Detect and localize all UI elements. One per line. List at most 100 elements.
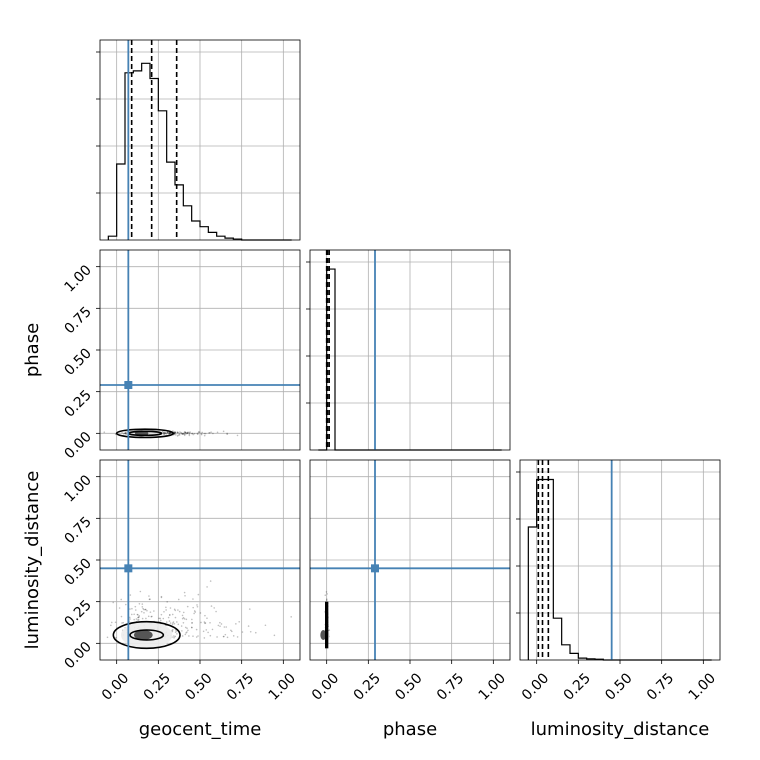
ytick-label: 1.00 (61, 262, 94, 295)
sample-point (209, 634, 212, 637)
sample-point (141, 606, 144, 608)
sample-point (163, 432, 166, 435)
sample-point (249, 630, 252, 633)
sample-point (146, 609, 148, 612)
sample-point (149, 611, 152, 613)
sample-point (328, 629, 331, 632)
sample-point (139, 590, 142, 593)
sample-point (186, 432, 189, 434)
sample-point (326, 593, 328, 595)
sample-point (166, 431, 169, 434)
sample-point (191, 621, 193, 624)
ytick-label: 0.25 (61, 387, 94, 420)
sample-point (216, 431, 219, 434)
sample-point (219, 621, 221, 624)
sample-point (197, 635, 199, 637)
sample-point (120, 598, 123, 601)
sample-point (114, 621, 117, 624)
sample-point (183, 434, 186, 437)
sample-point (160, 595, 163, 598)
sample-point (181, 432, 184, 435)
sample-point (168, 620, 171, 622)
sample-point (191, 626, 193, 629)
sample-point (153, 610, 155, 612)
sample-point (174, 433, 177, 436)
sample-point (165, 606, 167, 609)
2d-panel-geocent_time-luminosity_distance (95, 459, 301, 661)
sample-point (223, 626, 226, 628)
sample-point (129, 608, 131, 610)
sample-point (197, 431, 200, 434)
sample-point (175, 630, 178, 632)
panel-content (103, 428, 239, 439)
sample-point (196, 604, 198, 606)
sample-point (173, 608, 176, 611)
sample-point (194, 611, 197, 613)
sample-point (183, 618, 186, 620)
sample-point (173, 622, 176, 625)
sample-point (164, 432, 167, 434)
sample-point (95, 627, 97, 629)
sample-point (174, 431, 177, 434)
sample-point (204, 614, 206, 617)
sample-point (189, 431, 191, 433)
sample-point (137, 619, 140, 621)
sample-point (169, 432, 171, 435)
sample-point (168, 433, 171, 436)
sample-point (150, 615, 153, 618)
sample-point (222, 635, 225, 638)
sample-point (145, 617, 147, 620)
sample-point (178, 433, 181, 435)
histogram-step (107, 62, 292, 241)
xaxis-label: phase (383, 719, 437, 740)
sample-point (125, 433, 127, 435)
sample-point (203, 432, 206, 435)
sample-point (149, 598, 151, 601)
sample-point (169, 432, 171, 435)
sample-point (325, 591, 328, 593)
sample-point (137, 619, 139, 621)
sample-point (220, 623, 223, 625)
sample-point (124, 432, 127, 435)
sample-point (134, 609, 137, 611)
sample-point (106, 636, 109, 639)
xtick-label: 0.00 (99, 670, 132, 703)
sample-point (230, 629, 232, 632)
sample-point (168, 432, 171, 435)
sample-point (180, 431, 182, 434)
sample-point (144, 608, 147, 611)
hist-panel-luminosity_distance (516, 459, 721, 661)
sample-point (193, 610, 196, 612)
sample-point (164, 431, 166, 434)
xaxis-label: luminosity_distance (531, 719, 710, 740)
sample-point (209, 622, 211, 624)
sample-point (122, 432, 125, 435)
injection-marker (124, 564, 133, 573)
sample-point (147, 615, 150, 618)
sample-point (110, 624, 112, 627)
sample-point (206, 617, 208, 620)
sample-point (205, 629, 208, 631)
sample-point (209, 580, 212, 582)
sample-point (191, 432, 193, 435)
sample-point (184, 431, 187, 434)
sample-point (168, 431, 171, 434)
sample-point (173, 433, 176, 436)
sample-point (183, 433, 186, 435)
sample-point (182, 433, 184, 436)
sample-point (192, 635, 194, 637)
sample-point (169, 607, 172, 609)
sample-point (171, 623, 174, 626)
sample-point (168, 614, 171, 616)
sample-point (238, 620, 241, 623)
sample-point (148, 595, 150, 597)
sample-point (188, 432, 191, 434)
sample-point (178, 434, 181, 436)
sample-point (186, 432, 188, 435)
sample-point (190, 626, 193, 629)
sample-point (184, 626, 187, 629)
2d-panel-geocent_time-phase (99, 249, 301, 451)
sample-point (131, 607, 133, 610)
sample-point (231, 630, 233, 633)
sample-point (162, 617, 165, 620)
